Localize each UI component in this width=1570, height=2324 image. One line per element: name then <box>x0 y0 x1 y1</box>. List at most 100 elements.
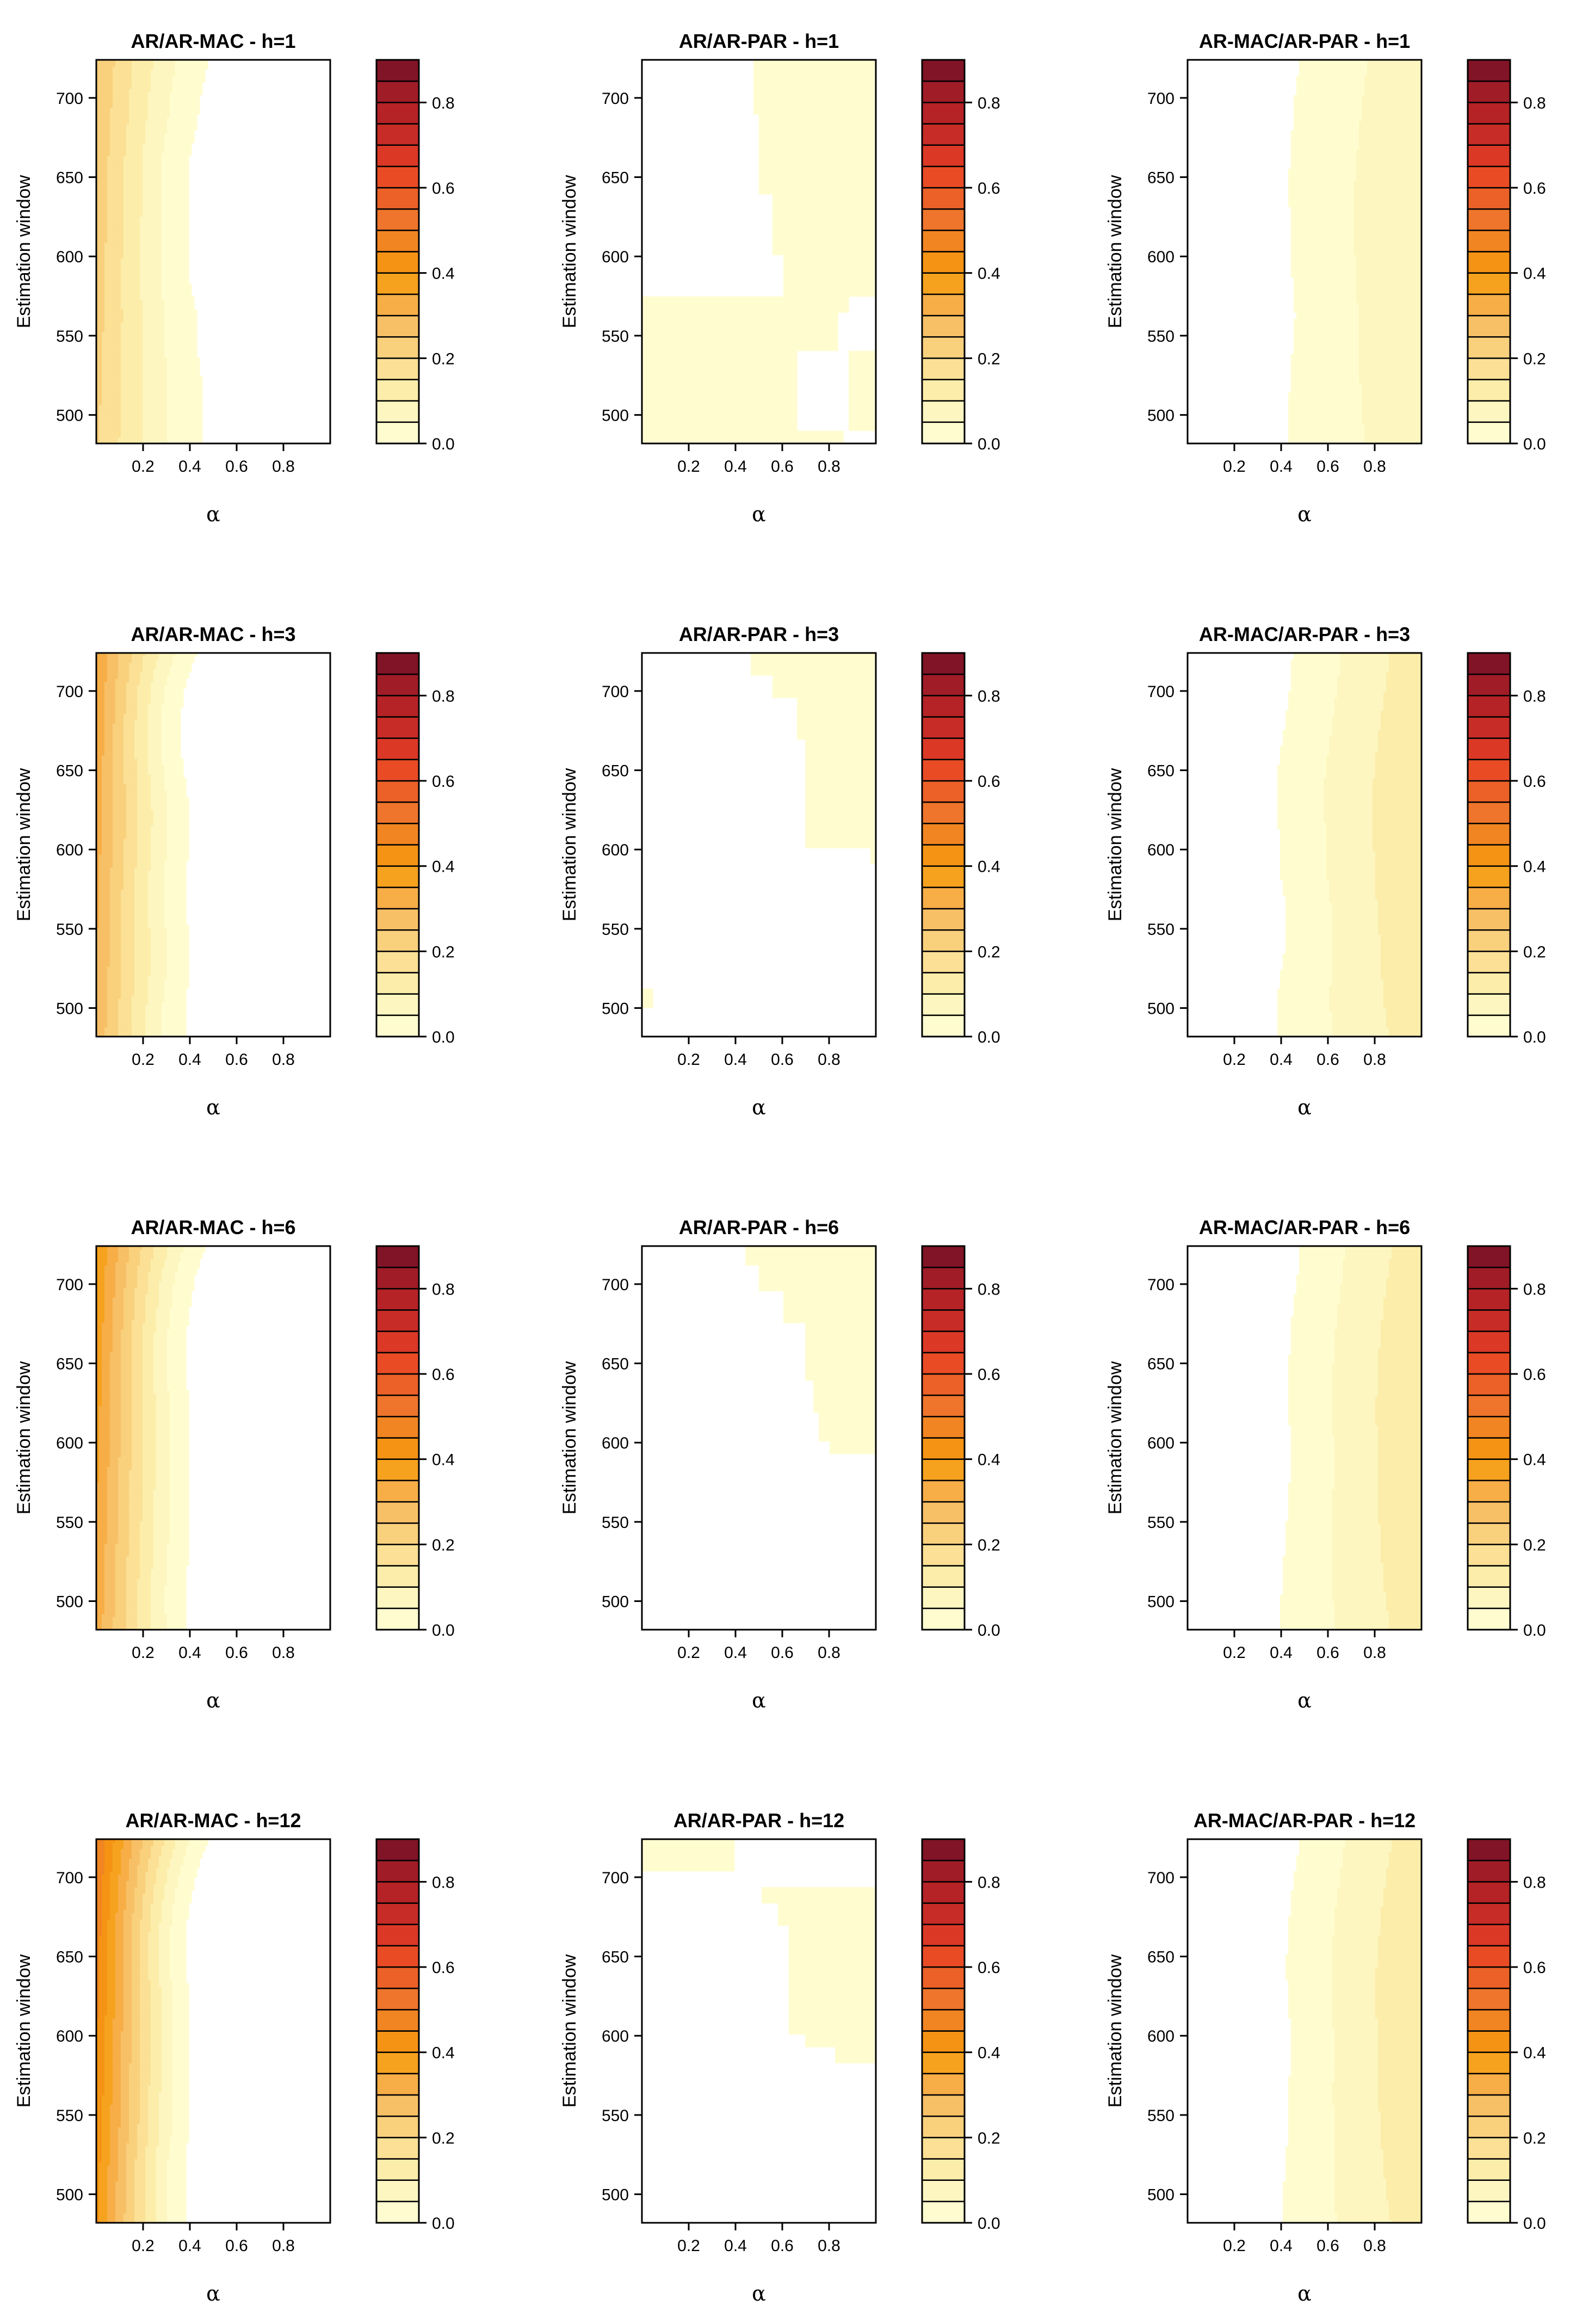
heatmap-cell <box>137 424 140 428</box>
heatmap-cell <box>191 437 195 440</box>
heatmap-cell <box>143 418 146 421</box>
heatmap-cell <box>134 411 138 415</box>
heatmap-cell <box>145 428 149 431</box>
heatmap-cell <box>126 437 129 440</box>
heatmap-cell <box>102 437 105 440</box>
heatmap-cell <box>102 428 105 431</box>
heatmap-cell <box>167 418 170 421</box>
heatmap-cell <box>175 415 178 418</box>
heatmap-cell <box>140 431 143 434</box>
heatmap-cell <box>110 434 113 437</box>
heatmap-cell <box>189 428 192 431</box>
heatmap-cell <box>197 424 200 428</box>
heatmap-cell <box>151 411 154 415</box>
heatmap-cell <box>170 424 173 428</box>
heatmap-cell <box>126 424 129 428</box>
heatmap-panel: AR/AR-MAC - h=10.2 0.4 0.6 0.85005506006507… <box>14 30 455 526</box>
heatmap-cell <box>156 421 159 424</box>
heatmap-cell <box>107 428 110 431</box>
heatmap-cell <box>126 431 129 434</box>
heatmap-cell <box>156 431 159 434</box>
heatmap-cell <box>118 421 121 424</box>
heatmap-cell <box>191 421 195 424</box>
heatmap-cell <box>110 418 113 421</box>
heatmap-cell <box>113 415 116 418</box>
heatmap-cell <box>107 437 110 440</box>
heatmap-cell <box>189 415 192 418</box>
heatmap-cell <box>194 415 197 418</box>
heatmap-cell <box>102 424 105 428</box>
heatmap-cell <box>121 428 124 431</box>
heatmap-cell <box>107 411 110 415</box>
heatmap-cell <box>115 434 119 437</box>
heatmap-cell <box>194 428 197 431</box>
heatmap-cell <box>123 411 127 415</box>
heatmap-cell <box>137 411 140 415</box>
heatmap-cell <box>148 428 151 431</box>
heatmap-cell <box>175 431 178 434</box>
heatmap-cell <box>129 411 132 415</box>
heatmap-cell <box>197 418 200 421</box>
heatmap-cell <box>151 434 154 437</box>
heatmap-cell <box>126 421 129 424</box>
heatmap-cell <box>164 418 168 421</box>
heatmap-cell <box>132 434 135 437</box>
heatmap-cell <box>151 421 154 424</box>
heatmap-cell <box>189 424 192 428</box>
heatmap-cell <box>181 434 184 437</box>
heatmap-cell <box>99 415 102 418</box>
heatmap-cell <box>137 415 140 418</box>
heatmap-cell <box>159 434 162 437</box>
heatmap-cell <box>118 418 121 421</box>
heatmap-cell <box>132 428 135 431</box>
heatmap-cell <box>99 418 102 421</box>
heatmap-cell <box>123 434 127 437</box>
heatmap-cell <box>113 418 116 421</box>
heatmap-cell <box>123 431 127 434</box>
heatmap-cell <box>145 437 149 440</box>
heatmap-cell <box>156 428 159 431</box>
heatmap-cell <box>123 437 127 440</box>
heatmap-cell <box>104 418 108 421</box>
heatmap-cell <box>115 418 119 421</box>
heatmap-cell <box>197 434 200 437</box>
heatmap-cell <box>137 428 140 431</box>
heatmap-cell <box>115 437 119 440</box>
heatmap-cell <box>164 428 168 431</box>
heatmap-cell <box>121 411 124 415</box>
heatmap-cell <box>191 428 195 431</box>
heatmap-cell <box>172 415 176 418</box>
heatmap-cell <box>197 421 200 424</box>
heatmap-cell <box>164 424 168 428</box>
heatmap-cell <box>172 431 176 434</box>
heatmap-cell <box>104 431 108 434</box>
heatmap-cell <box>126 415 129 418</box>
heatmap-cell <box>153 418 157 421</box>
heatmap-cell <box>164 415 168 418</box>
heatmap-cell <box>186 431 189 434</box>
heatmap-cell <box>186 421 189 424</box>
heatmap-cell <box>99 437 102 440</box>
heatmap-cell <box>104 411 108 415</box>
heatmap-cell <box>126 428 129 431</box>
heatmap-cell <box>197 415 200 418</box>
heatmap-cell <box>104 421 108 424</box>
heatmap-cell <box>172 428 176 431</box>
heatmap-cell <box>123 415 127 418</box>
heatmap-cell <box>134 434 138 437</box>
heatmap-cell <box>143 437 146 440</box>
heatmap-cell <box>143 424 146 428</box>
heatmap-cell <box>143 411 146 415</box>
heatmap-cell <box>123 424 127 428</box>
heatmap-cell <box>194 431 197 434</box>
heatmap-cell <box>194 424 197 428</box>
heatmap-cell <box>102 434 105 437</box>
heatmap-cell <box>148 421 151 424</box>
heatmap-cell <box>178 434 181 437</box>
heatmap-cell <box>104 437 108 440</box>
heatmap-figure: AR/AR-MAC - h=10.2 0.4 0.6 0.85005506006507… <box>0 0 1570 2324</box>
heatmap-cell <box>113 421 116 424</box>
heatmap-cell <box>145 424 149 428</box>
heatmap-cell <box>121 418 124 421</box>
heatmap-cell <box>110 424 113 428</box>
